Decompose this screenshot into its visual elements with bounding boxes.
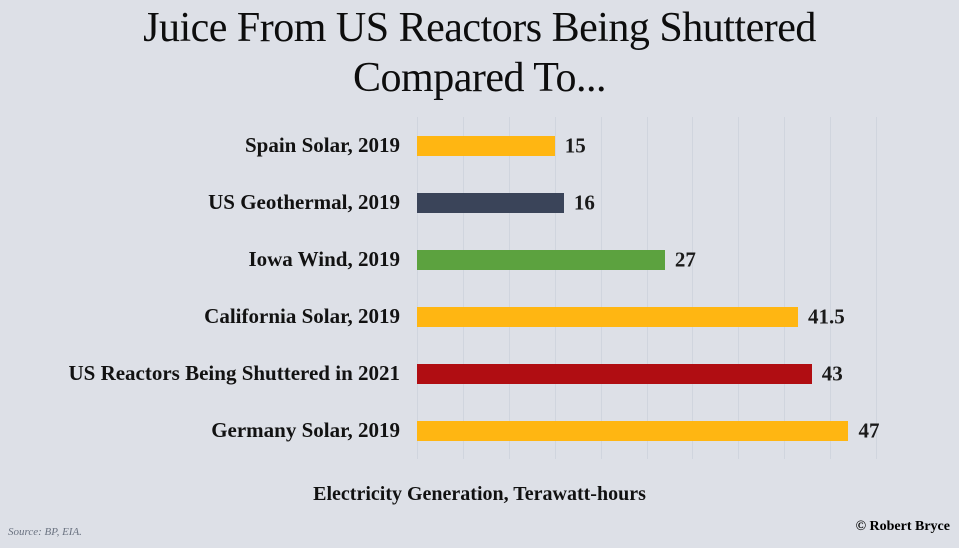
gridline: [876, 117, 877, 459]
value-label: 47: [858, 418, 880, 442]
bar: [417, 363, 812, 384]
category-label: US Reactors Being Shuttered in 2021: [68, 361, 400, 385]
gridline: [508, 117, 510, 459]
copyright-note: © Robert Bryce: [855, 519, 950, 534]
category-label: California Solar, 2019: [204, 304, 400, 328]
value-label: 27: [674, 247, 696, 271]
value-label: 41.5: [807, 304, 845, 328]
category-label: US Geothermal, 2019: [208, 190, 400, 214]
chart-row: Germany Solar, 2019 47: [0, 402, 959, 459]
gridline: [462, 117, 464, 459]
chart-row: Iowa Wind, 2019 27: [0, 231, 959, 288]
chart-rows: Spain Solar, 2019 15 US Geothermal, 2019 16…: [0, 117, 959, 459]
bar: [417, 249, 665, 270]
bar-track: 15: [417, 117, 876, 174]
bar-chart: Spain Solar, 2019 15 US Geothermal, 2019 16…: [0, 117, 959, 459]
chart-row: Spain Solar, 2019 15: [0, 117, 959, 174]
category-label: Germany Solar, 2019: [211, 418, 400, 442]
bar-track: 43: [417, 345, 876, 402]
bar: [417, 306, 798, 327]
chart-title: Juice From US Reactors Being Shuttered C…: [0, 4, 959, 104]
gridline: [600, 117, 602, 459]
category-label: Iowa Wind, 2019: [248, 247, 400, 271]
bar-track: 41.5: [417, 288, 876, 345]
source-note: Source: BP, EIA.: [8, 526, 82, 538]
bar-track: 16: [417, 174, 876, 231]
gridline: [417, 117, 418, 459]
chart-title-line2: Compared To...: [353, 54, 606, 101]
bar-track: 27: [417, 231, 876, 288]
gridline: [646, 117, 648, 459]
category-label: Spain Solar, 2019: [244, 133, 400, 157]
gridlines: [417, 117, 877, 459]
gridline: [554, 117, 556, 459]
chart-title-line1: Juice From US Reactors Being Shuttered: [143, 5, 816, 51]
chart-row: US Reactors Being Shuttered in 2021 43: [0, 345, 959, 402]
value-label: 15: [564, 133, 586, 157]
chart-row: California Solar, 2019 41.5: [0, 288, 959, 345]
gridline: [692, 117, 694, 459]
gridline: [738, 117, 740, 459]
x-axis-label: Electricity Generation, Terawatt-hours: [313, 483, 646, 505]
gridline: [830, 117, 832, 459]
chart-row: US Geothermal, 2019 16: [0, 174, 959, 231]
value-label: 16: [573, 190, 595, 214]
bar: [417, 420, 849, 441]
gridline: [784, 117, 786, 459]
bar: [417, 135, 555, 156]
bar: [417, 192, 564, 213]
value-label: 43: [821, 361, 843, 385]
bar-track: 47: [417, 402, 880, 459]
